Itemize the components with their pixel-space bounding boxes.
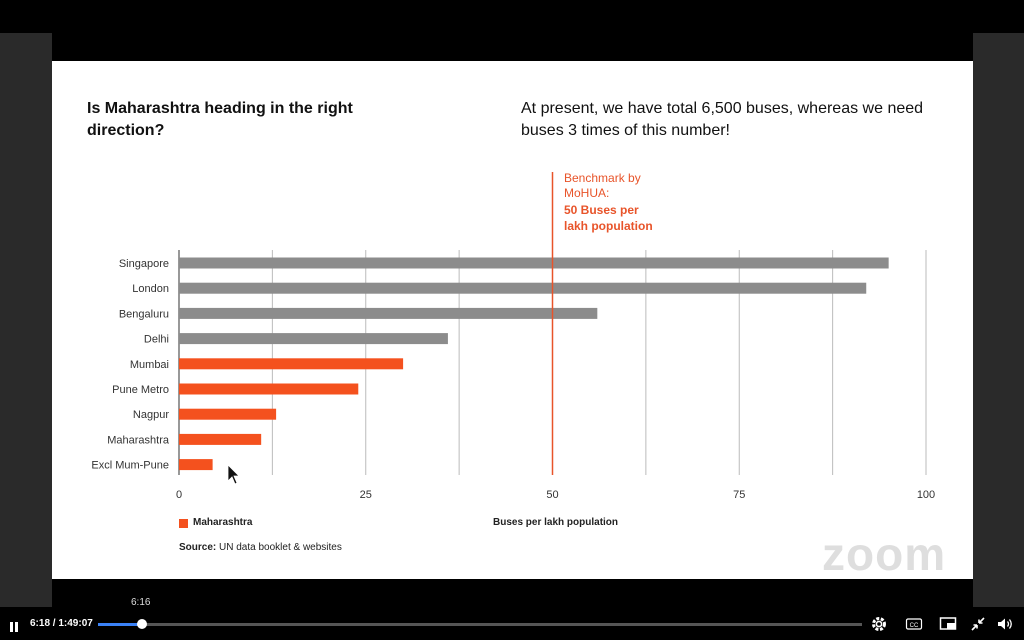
benchmark-annotation: Benchmark by MoHUA:	[564, 171, 641, 201]
bar-bengaluru	[179, 307, 598, 319]
source-note: Source: UN data booklet & websites	[179, 542, 342, 553]
letterbox-right	[973, 33, 1024, 607]
source-label: Source:	[179, 542, 217, 553]
captions-icon[interactable]: CC	[905, 615, 923, 633]
benchmark-line-3: 50 Buses per	[564, 203, 639, 217]
category-label: Nagpur	[133, 409, 169, 421]
picture-in-picture-icon[interactable]	[939, 615, 957, 633]
bar-nagpur	[179, 408, 277, 420]
benchmark-emphasis: 50 Buses per lakh population	[564, 202, 653, 234]
duration: / 1:49:07	[52, 618, 93, 629]
category-label: Bengaluru	[119, 308, 169, 320]
x-tick-label: 75	[733, 489, 745, 501]
category-label: Maharashtra	[107, 434, 170, 446]
video-player-controls: 6:18 / 1:49:07 CC	[0, 607, 1024, 640]
letterbox-left	[0, 33, 52, 607]
slide-subtitle: At present, we have total 6,500 buses, w…	[521, 100, 924, 139]
category-label: Pune Metro	[112, 384, 169, 396]
progress-fill	[98, 623, 143, 626]
category-label: Mumbai	[130, 359, 169, 371]
category-label: Excl Mum-Pune	[91, 460, 169, 472]
bar-mumbai	[179, 358, 404, 370]
category-label: Delhi	[144, 334, 169, 346]
category-label: Singapore	[119, 258, 169, 270]
x-tick-label: 25	[360, 489, 372, 501]
time-display: 6:18 / 1:49:07	[30, 618, 93, 629]
legend-label: Maharashtra	[193, 517, 253, 528]
bar-singapore	[179, 257, 889, 269]
benchmark-line-2: MoHUA:	[564, 186, 610, 200]
progress-bar[interactable]	[98, 619, 862, 629]
bar-maharashtra	[179, 433, 262, 445]
bar-london	[179, 282, 867, 294]
legend-swatch	[179, 519, 188, 528]
x-axis-label: Buses per lakh population	[493, 517, 619, 528]
bar-delhi	[179, 333, 448, 345]
x-tick-label: 50	[546, 489, 558, 501]
current-time: 6:18	[30, 618, 51, 629]
pause-icon[interactable]	[10, 619, 20, 632]
volume-icon[interactable]	[996, 615, 1014, 633]
source-text: UN data booklet & websites	[216, 542, 342, 553]
x-tick-label: 100	[917, 489, 935, 501]
progress-knob[interactable]	[137, 619, 148, 629]
hover-timestamp: 6:16	[131, 597, 151, 608]
benchmark-line-1: Benchmark by	[564, 171, 641, 185]
bar-pune-metro	[179, 383, 359, 395]
slide-title: Is Maharashtra heading in the right dire…	[87, 100, 353, 139]
mouse-cursor-icon	[227, 464, 240, 485]
category-label: London	[132, 283, 169, 295]
benchmark-line-4: lakh population	[564, 219, 653, 233]
bar-excl-mum-pune	[179, 459, 213, 471]
bar-chart: Singapore London Bengaluru Delhi Mumbai Pune …	[91, 172, 935, 501]
captions-label: CC	[910, 623, 919, 629]
settings-icon[interactable]	[870, 615, 888, 633]
x-tick-label: 0	[176, 489, 182, 501]
exit-fullscreen-icon[interactable]	[969, 615, 987, 633]
zoom-watermark: zoom	[822, 528, 947, 580]
presentation-slide: Is Maharashtra heading in the right dire…	[52, 61, 973, 580]
